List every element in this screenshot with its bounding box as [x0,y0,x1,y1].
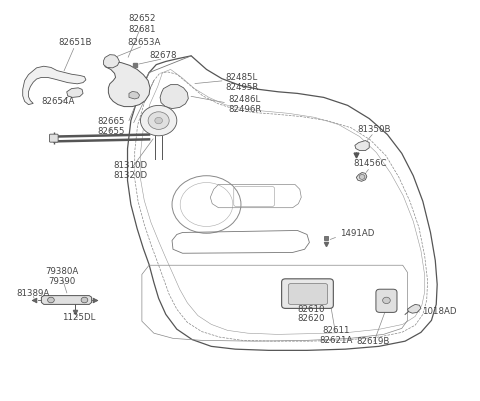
Polygon shape [41,296,92,304]
Text: 82495R: 82495R [226,83,259,92]
Text: 82619B: 82619B [356,337,390,346]
Circle shape [148,112,169,130]
Text: 81310D: 81310D [114,161,148,170]
Text: 82678: 82678 [150,51,177,60]
Text: 82681: 82681 [128,25,156,34]
FancyBboxPatch shape [282,279,333,308]
Circle shape [383,297,390,304]
Polygon shape [104,55,120,68]
FancyBboxPatch shape [49,134,58,142]
Text: 82653A: 82653A [128,38,161,47]
Text: 82652: 82652 [128,14,156,23]
Circle shape [48,297,54,303]
Polygon shape [67,88,83,97]
Text: 82486L: 82486L [228,95,260,104]
FancyBboxPatch shape [288,284,327,304]
Text: 82620: 82620 [297,314,324,323]
Circle shape [141,105,177,136]
Text: 79390: 79390 [48,277,75,286]
Text: 81456C: 81456C [353,159,387,168]
Polygon shape [355,141,369,150]
Text: 82651B: 82651B [58,38,92,47]
Circle shape [81,297,88,303]
FancyBboxPatch shape [376,289,397,312]
Text: 81389A: 81389A [17,289,50,298]
Text: 82610: 82610 [297,305,324,314]
Polygon shape [356,172,367,181]
Text: 82654A: 82654A [41,97,75,106]
Polygon shape [23,66,86,105]
Text: 1018AD: 1018AD [422,307,456,316]
Polygon shape [105,61,150,107]
Text: 81320D: 81320D [114,171,148,180]
Polygon shape [160,85,188,109]
Text: 1491AD: 1491AD [339,229,374,238]
Text: 82485L: 82485L [226,73,258,82]
Text: 82665: 82665 [97,117,124,126]
Circle shape [155,117,162,124]
Text: 82611: 82611 [322,326,349,335]
Polygon shape [408,304,421,313]
Text: 79380A: 79380A [45,267,79,276]
Polygon shape [129,91,140,99]
Circle shape [359,174,365,179]
Text: 81350B: 81350B [357,125,391,134]
Text: 82621A: 82621A [319,336,352,345]
Text: 82655: 82655 [97,127,124,136]
Text: 82496R: 82496R [228,105,262,114]
Text: 1125DL: 1125DL [61,313,95,322]
